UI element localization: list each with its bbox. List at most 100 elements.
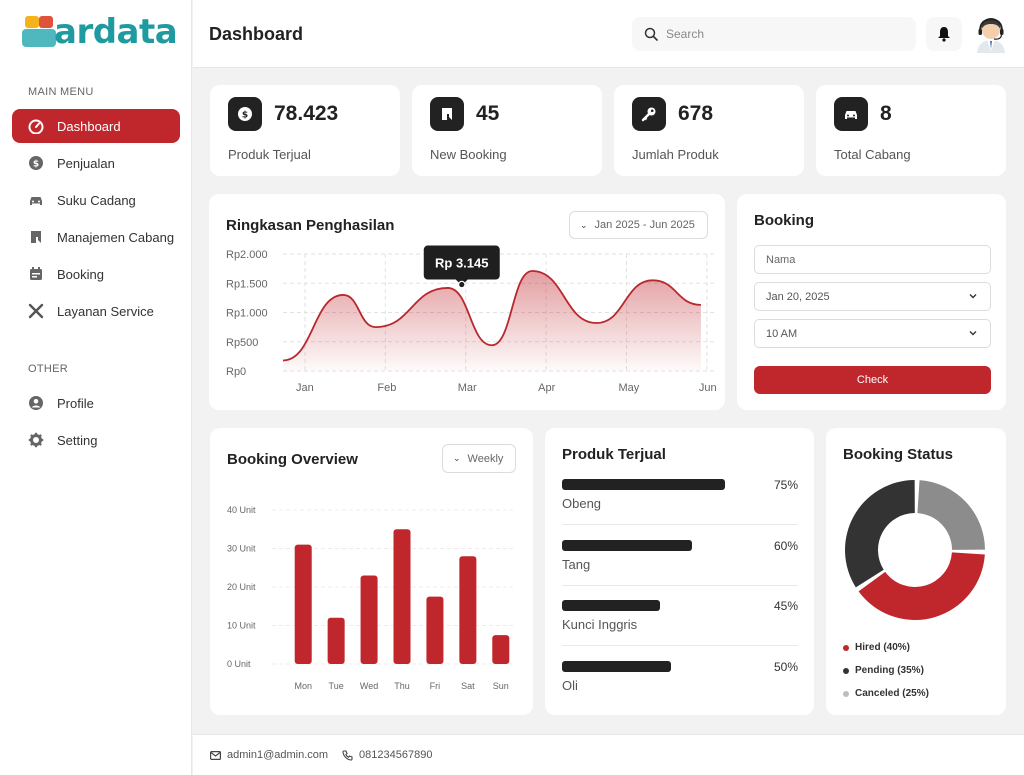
produk-progress-bar <box>562 660 671 672</box>
svg-text:$: $ <box>33 160 39 170</box>
sidebar-item-penjualan[interactable]: $ Penjualan <box>12 146 180 180</box>
sidebar-item-layanan-service[interactable]: Layanan Service <box>12 294 180 328</box>
legend-label: Hired (40%) <box>855 642 911 653</box>
date-range-dropdown[interactable]: ⌄ Jan 2025 - Jun 2025 <box>569 211 708 239</box>
x-tick-label: Mar <box>458 382 477 394</box>
dashboard-gauge-icon <box>28 118 44 134</box>
stat-icon-box: $ <box>228 97 262 131</box>
bar-mon[interactable] <box>294 544 312 664</box>
produk-row: 75% Obeng <box>562 478 798 519</box>
bar-fri[interactable] <box>426 596 444 664</box>
x-tick-label: Sun <box>493 681 509 691</box>
stat-label: Total Cabang <box>834 147 911 162</box>
calendar-icon <box>28 266 44 282</box>
period-dropdown[interactable]: ⌄ Weekly <box>442 444 516 473</box>
footer-email-text: admin1@admin.com <box>227 749 329 761</box>
name-input[interactable] <box>766 253 966 266</box>
x-tick-label: Tue <box>329 681 344 691</box>
avatar[interactable] <box>973 15 1009 53</box>
sidebar-item-label: Manajemen Cabang <box>57 229 175 245</box>
sidebar: ardata MAIN MENU Dashboard $ Penjualan S… <box>0 0 192 775</box>
stat-card-new-booking: 45 New Booking <box>412 85 602 176</box>
produk-percent: 45% <box>773 599 798 613</box>
name-field[interactable] <box>754 245 991 274</box>
y-tick-label: 30 Unit <box>227 544 256 554</box>
notification-button[interactable] <box>926 17 962 51</box>
stat-icon-box <box>430 97 464 131</box>
bar-sun[interactable] <box>492 635 510 664</box>
car-icon <box>845 111 857 119</box>
stat-label: Produk Terjual <box>228 147 311 162</box>
income-summary-card: Ringkasan Penghasilan ⌄ Jan 2025 - Jun 2… <box>209 194 725 410</box>
logo[interactable]: ardata <box>22 12 182 56</box>
sidebar-item-dashboard[interactable]: Dashboard <box>12 109 180 143</box>
donut-slice-pending[interactable] <box>845 480 915 588</box>
sidebar-item-booking[interactable]: Booking <box>12 257 180 291</box>
main-menu-label: MAIN MENU <box>28 86 94 98</box>
divider <box>562 645 798 646</box>
legend-item-hired: Hired (40%) <box>843 642 910 653</box>
phone-icon <box>342 749 353 761</box>
time-select[interactable]: 10 AM <box>754 319 991 348</box>
y-tick-label: Rp1.000 <box>226 308 268 320</box>
sidebar-item-label: Setting <box>57 432 98 448</box>
sidebar-item-label: Dashboard <box>57 118 121 134</box>
donut-slice-hired[interactable] <box>858 552 985 620</box>
booking-status-donut <box>845 480 985 620</box>
storefront-icon <box>28 229 44 245</box>
sidebar-item-label: Profile <box>57 395 94 411</box>
sidebar-item-profile[interactable]: Profile <box>12 386 180 420</box>
stat-value: 45 <box>476 102 500 125</box>
x-tick-label: Mon <box>294 681 312 691</box>
stat-card-produk-terjual: $ 78.423 Produk Terjual <box>210 85 400 176</box>
produk-progress-bar <box>562 600 660 611</box>
footer-phone[interactable]: 081234567890 <box>342 749 432 761</box>
bar-thu[interactable] <box>393 529 411 664</box>
donut-slice-canceled[interactable] <box>917 480 985 550</box>
produk-name: Oli <box>562 677 578 693</box>
divider <box>562 524 798 525</box>
y-tick-label: Rp0 <box>226 366 246 378</box>
stat-value: 678 <box>678 102 714 125</box>
booking-form-card: Booking Jan 20, 2025 10 AM Check <box>737 194 1006 410</box>
produk-row: 45% Kunci Inggris <box>562 599 798 640</box>
chevron-down-icon: ⌄ <box>453 453 461 463</box>
y-tick-label: Rp1.500 <box>226 278 268 290</box>
date-range-label: Jan 2025 - Jun 2025 <box>594 219 695 231</box>
x-tick-label: Fri <box>430 681 441 691</box>
search-input[interactable] <box>666 27 886 41</box>
produk-percent: 75% <box>773 478 798 492</box>
dollar-coin-icon: $ <box>238 107 252 121</box>
sidebar-item-label: Booking <box>57 266 104 282</box>
tools-icon <box>28 303 44 319</box>
legend-item-pending: Pending (35%) <box>843 665 924 676</box>
x-tick-label: May <box>618 382 639 394</box>
mail-icon <box>210 750 221 760</box>
footer-email[interactable]: admin1@admin.com <box>210 749 328 761</box>
produk-progress-bar <box>562 479 725 490</box>
x-tick-label: Jun <box>699 382 717 394</box>
produk-progress-bar <box>562 539 692 551</box>
income-area-fill <box>283 270 701 371</box>
bar-wed[interactable] <box>360 575 378 664</box>
tooltip-value: Rp 3.145 <box>435 256 488 271</box>
x-tick-label: Feb <box>377 382 396 394</box>
sidebar-item-setting[interactable]: Setting <box>12 423 180 457</box>
check-button[interactable]: Check <box>754 366 991 394</box>
chevron-down-icon: ⌄ <box>580 219 588 230</box>
stat-card-total-cabang: 8 Total Cabang <box>816 85 1006 176</box>
logo-icon <box>22 16 56 47</box>
sidebar-item-suku-cadang[interactable]: Suku Cadang <box>12 183 180 217</box>
y-tick-label: Rp2.000 <box>226 249 268 261</box>
bar-sat[interactable] <box>459 556 477 664</box>
booking-status-title: Booking Status <box>843 446 954 463</box>
y-tick-label: Rp500 <box>226 337 258 349</box>
income-title: Ringkasan Penghasilan <box>226 217 395 234</box>
dollar-coin-icon: $ <box>28 155 44 171</box>
legend-item-canceled: Canceled (25%) <box>843 688 929 699</box>
sidebar-item-manajemen-cabang[interactable]: Manajemen Cabang <box>12 220 180 254</box>
stat-label: Jumlah Produk <box>632 147 719 162</box>
date-select[interactable]: Jan 20, 2025 <box>754 282 991 311</box>
search-box[interactable] <box>632 17 916 51</box>
bar-tue[interactable] <box>327 617 345 664</box>
